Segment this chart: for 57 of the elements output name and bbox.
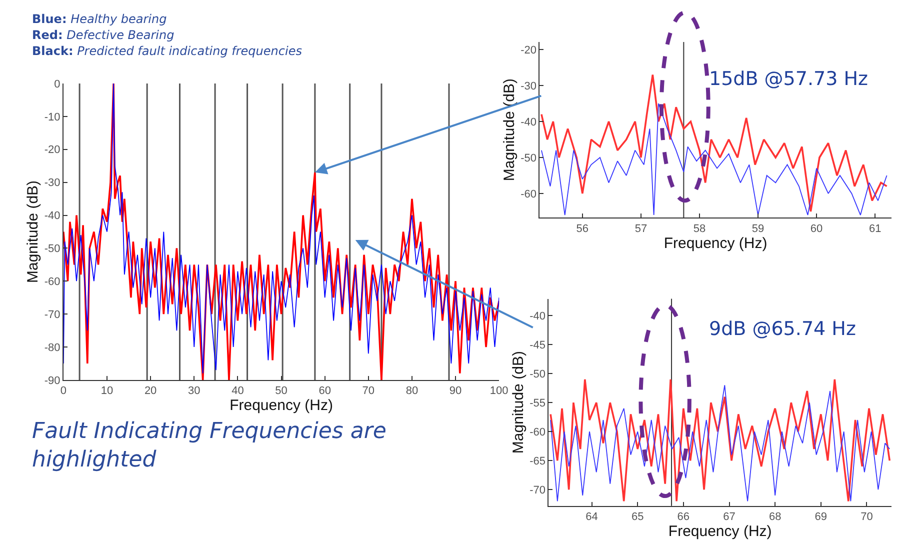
x-tick-label: 69	[814, 511, 828, 524]
x-axis-title: Frequency (Hz)	[668, 523, 772, 540]
x-axis-title: Frequency (Hz)	[664, 234, 768, 252]
annotation: 9dB @65.74 Hz	[709, 318, 856, 340]
y-axis-title: Magnitude (dB)	[510, 351, 527, 454]
x-tick-label: 70	[362, 385, 375, 398]
x-tick-label: 61	[868, 222, 882, 235]
x-tick-label: 66	[677, 511, 690, 524]
y-tick-label: -50	[520, 152, 536, 164]
y-tick-label: 0	[54, 78, 60, 90]
x-tick-label: 57	[634, 222, 648, 235]
text: Black: Predicted fault indicating frequencies	[32, 44, 302, 58]
y-tick-label: -60	[530, 426, 546, 438]
x-tick-label: 64	[586, 511, 598, 524]
x-tick-label: 100	[490, 385, 508, 398]
y-tick-label: -20	[520, 44, 536, 56]
y-tick-label: -50	[44, 243, 60, 256]
x-tick-label: 30	[188, 385, 200, 398]
y-tick-label: -90	[44, 374, 60, 387]
x-tick-label: 68	[768, 511, 782, 524]
y-tick-label: -40	[520, 116, 536, 128]
x-tick-label: 67	[723, 511, 736, 524]
x-tick-label: 50	[275, 385, 288, 398]
y-tick-label: -60	[520, 188, 536, 200]
y-tick-label: -30	[44, 177, 60, 190]
y-tick-label: -80	[44, 342, 60, 354]
y-tick-label: -70	[44, 308, 60, 321]
x-tick-label: 80	[406, 385, 418, 398]
x-axis-title: Frequency (Hz)	[230, 397, 333, 414]
y-tick-label: -30	[520, 80, 536, 92]
x-tick-label: 56	[576, 222, 589, 235]
x-tick-label: 70	[860, 511, 873, 524]
line-series	[541, 103, 888, 216]
y-tick-label: -40	[44, 210, 60, 222]
y-tick-label: -55	[530, 397, 546, 410]
text: Red: Defective Bearing	[32, 28, 175, 42]
y-tick-label: -65	[530, 455, 546, 468]
x-tick-label: 40	[232, 385, 244, 398]
x-tick-label: 58	[693, 222, 706, 235]
annotation: 15dB @57.73 Hz	[709, 68, 868, 90]
y-tick-label: -70	[530, 484, 546, 496]
x-tick-label: 59	[752, 222, 764, 235]
y-tick-label: -10	[44, 111, 60, 124]
y-tick-label: -60	[44, 276, 60, 288]
y-tick-label: -40	[530, 310, 546, 322]
text: Blue: Healthy bearing	[32, 12, 168, 26]
x-tick-label: 90	[449, 385, 462, 398]
y-tick-label: -45	[530, 339, 546, 352]
text: Fault Indicating Frequencies are highlighted	[32, 419, 386, 473]
x-tick-label: 10	[100, 385, 114, 398]
x-tick-label: 65	[631, 511, 644, 524]
x-tick-label: 60	[810, 222, 823, 235]
y-tick-label: -50	[530, 368, 546, 380]
x-tick-label: 60	[318, 385, 331, 398]
y-tick-label: -20	[44, 144, 60, 156]
x-tick-label: 20	[144, 385, 157, 398]
y-axis-title: Magnitude (dB)	[24, 180, 42, 283]
